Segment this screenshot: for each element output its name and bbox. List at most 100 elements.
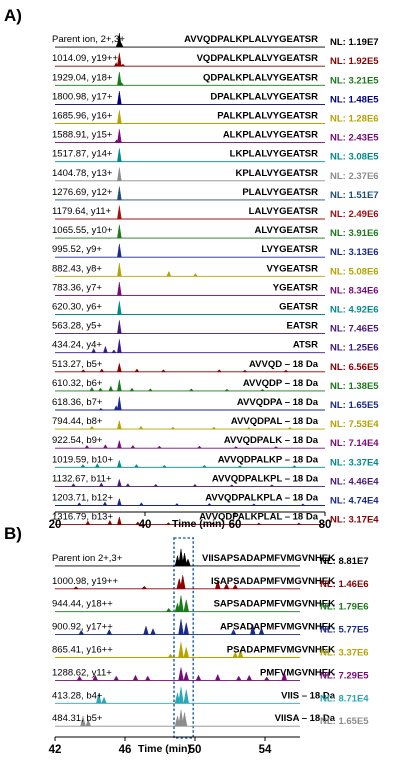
ion-label: 944.44, y18++ [52, 599, 113, 610]
ion-label: 900.92, y17++ [52, 622, 113, 633]
peak [115, 41, 121, 48]
peak [249, 624, 256, 635]
peak [102, 444, 108, 449]
sequence-label: AVVQDPALKPLALVYGEATSR [184, 34, 318, 45]
nl-label: NL: 3.08E5 [330, 152, 379, 163]
peak [117, 262, 122, 277]
peak [117, 516, 122, 525]
peak [196, 445, 203, 449]
peak [94, 463, 100, 468]
nl-label: NL: 1.25E6 [330, 343, 379, 354]
nl-label: NL: 7.53E4 [330, 419, 379, 430]
sequence-label: PSADAPMFVMGVNHEK [227, 645, 335, 656]
peak [117, 110, 122, 124]
sequence-label: EATSR [287, 321, 319, 332]
trace-row: 610.32, b6+ AVVQDP – 18 Da NL: 1.38E5 [52, 378, 379, 392]
nl-label: NL: 3.37E4 [330, 457, 379, 468]
peak [185, 558, 191, 567]
sequence-label: AVVQDPALKP – 18 Da [218, 454, 319, 465]
peak [113, 62, 119, 67]
trace-row: 1929.04, y18+ QDPALKPLALVYGEATSR NL: 3.21E… [52, 71, 379, 86]
trace-row: 1019.59, b10+ AVVQDPALKP – 18 Da NL: 3.37E… [52, 454, 379, 468]
peak [237, 465, 243, 468]
peak [210, 522, 216, 525]
peak [147, 388, 153, 392]
peak [117, 320, 122, 334]
peak [246, 427, 252, 430]
peak [117, 478, 122, 487]
ion-label: 1929.04, y18+ [52, 72, 113, 83]
nl-label: NL: 8.71E4 [320, 693, 369, 704]
x-tick-label: 60 [229, 519, 242, 531]
peak [263, 676, 270, 681]
peak [181, 553, 188, 567]
peak [95, 693, 102, 704]
peak [141, 585, 148, 590]
peak [283, 369, 289, 373]
peak [214, 579, 221, 590]
peak [183, 689, 189, 704]
sequence-label: GEATSR [279, 302, 318, 313]
ion-label: 1132.67, b11+ [52, 473, 112, 484]
peak [133, 464, 139, 468]
peak [229, 484, 235, 487]
peak [80, 369, 86, 373]
trace-row: 995.52, y9+ LVYGEATSR NL: 3.13E6 [52, 243, 379, 258]
sequence-label: QDPALKPLALVYGEATSR [203, 72, 318, 83]
peak [183, 622, 190, 635]
x-axis-label: Time (min) [172, 518, 225, 530]
peak [259, 388, 266, 392]
x-tick-label: 46 [119, 744, 132, 756]
x-tick-label: 50 [189, 744, 202, 756]
trace-row: Parent ion 2+,3+ VIISAPSADAPMFVMGVNHEKNL:… [52, 548, 369, 567]
trace-row: 794.44, b8+ AVVQDPAL – 18 Da NL: 7.53E4 [52, 416, 379, 430]
peak [176, 578, 183, 590]
peak [237, 649, 244, 658]
ion-label: 618.36, b7+ [52, 397, 103, 408]
peak [117, 129, 122, 143]
peak [150, 627, 156, 635]
x-tick-label: 80 [319, 519, 332, 531]
peak [125, 483, 131, 487]
peak [117, 396, 122, 411]
ion-label: 1316.79, b13+ [52, 512, 113, 523]
peak [183, 670, 190, 681]
peak [281, 670, 288, 681]
sequence-label: YGEATSR [273, 282, 318, 293]
sequence-label: AVVQDPA – 18 Da [237, 397, 319, 408]
nl-label: NL: 8.81E7 [320, 556, 369, 567]
trace-row: Parent ion, 2+,3+ AVVQDPALKPLALVYGEATSR NL… [52, 33, 379, 48]
sequence-label: AVVQDP – 18 Da [243, 378, 319, 389]
peak [117, 420, 122, 430]
peak [192, 483, 198, 487]
peak [165, 522, 171, 525]
trace-row: 882.43, y8+ VYGEATSR NL: 5.08E6 [52, 262, 379, 277]
peak [129, 387, 135, 392]
peak [89, 386, 95, 392]
nl-label: NL: 2.43E5 [330, 133, 379, 144]
peak [230, 628, 237, 635]
trace-row: 513.27, b5+ AVVQD – 18 Da NL: 6.56E5 [52, 359, 379, 373]
nl-label: NL: 1.48E5 [330, 94, 379, 105]
nl-label: NL: 3.37E6 [320, 648, 369, 659]
peak [72, 586, 80, 590]
ion-label: 513.27, b5+ [52, 359, 103, 370]
sequence-label: APSADAPMFVMGVNHEK [220, 622, 335, 633]
x-tick-label: 42 [49, 744, 62, 756]
sequence-label: LKPLALVYGEATSR [230, 149, 318, 160]
sequence-label: VIISA – 18 Da [275, 713, 336, 724]
trace-row: 1276.69, y12+ PLALVYGEATSR NL: 1.51E7 [52, 186, 379, 201]
peak [117, 243, 122, 258]
peak [178, 667, 184, 681]
peak [117, 459, 122, 468]
peak [70, 483, 76, 487]
peak [291, 465, 298, 468]
peak [233, 446, 239, 449]
ion-label: 1800.98, y17+ [52, 91, 113, 102]
nl-label: NL: 7.29E5 [320, 670, 369, 681]
nl-label: NL: 1.92E5 [330, 56, 379, 67]
peak [174, 503, 180, 506]
nl-label: NL: 3.17E4 [330, 515, 379, 526]
